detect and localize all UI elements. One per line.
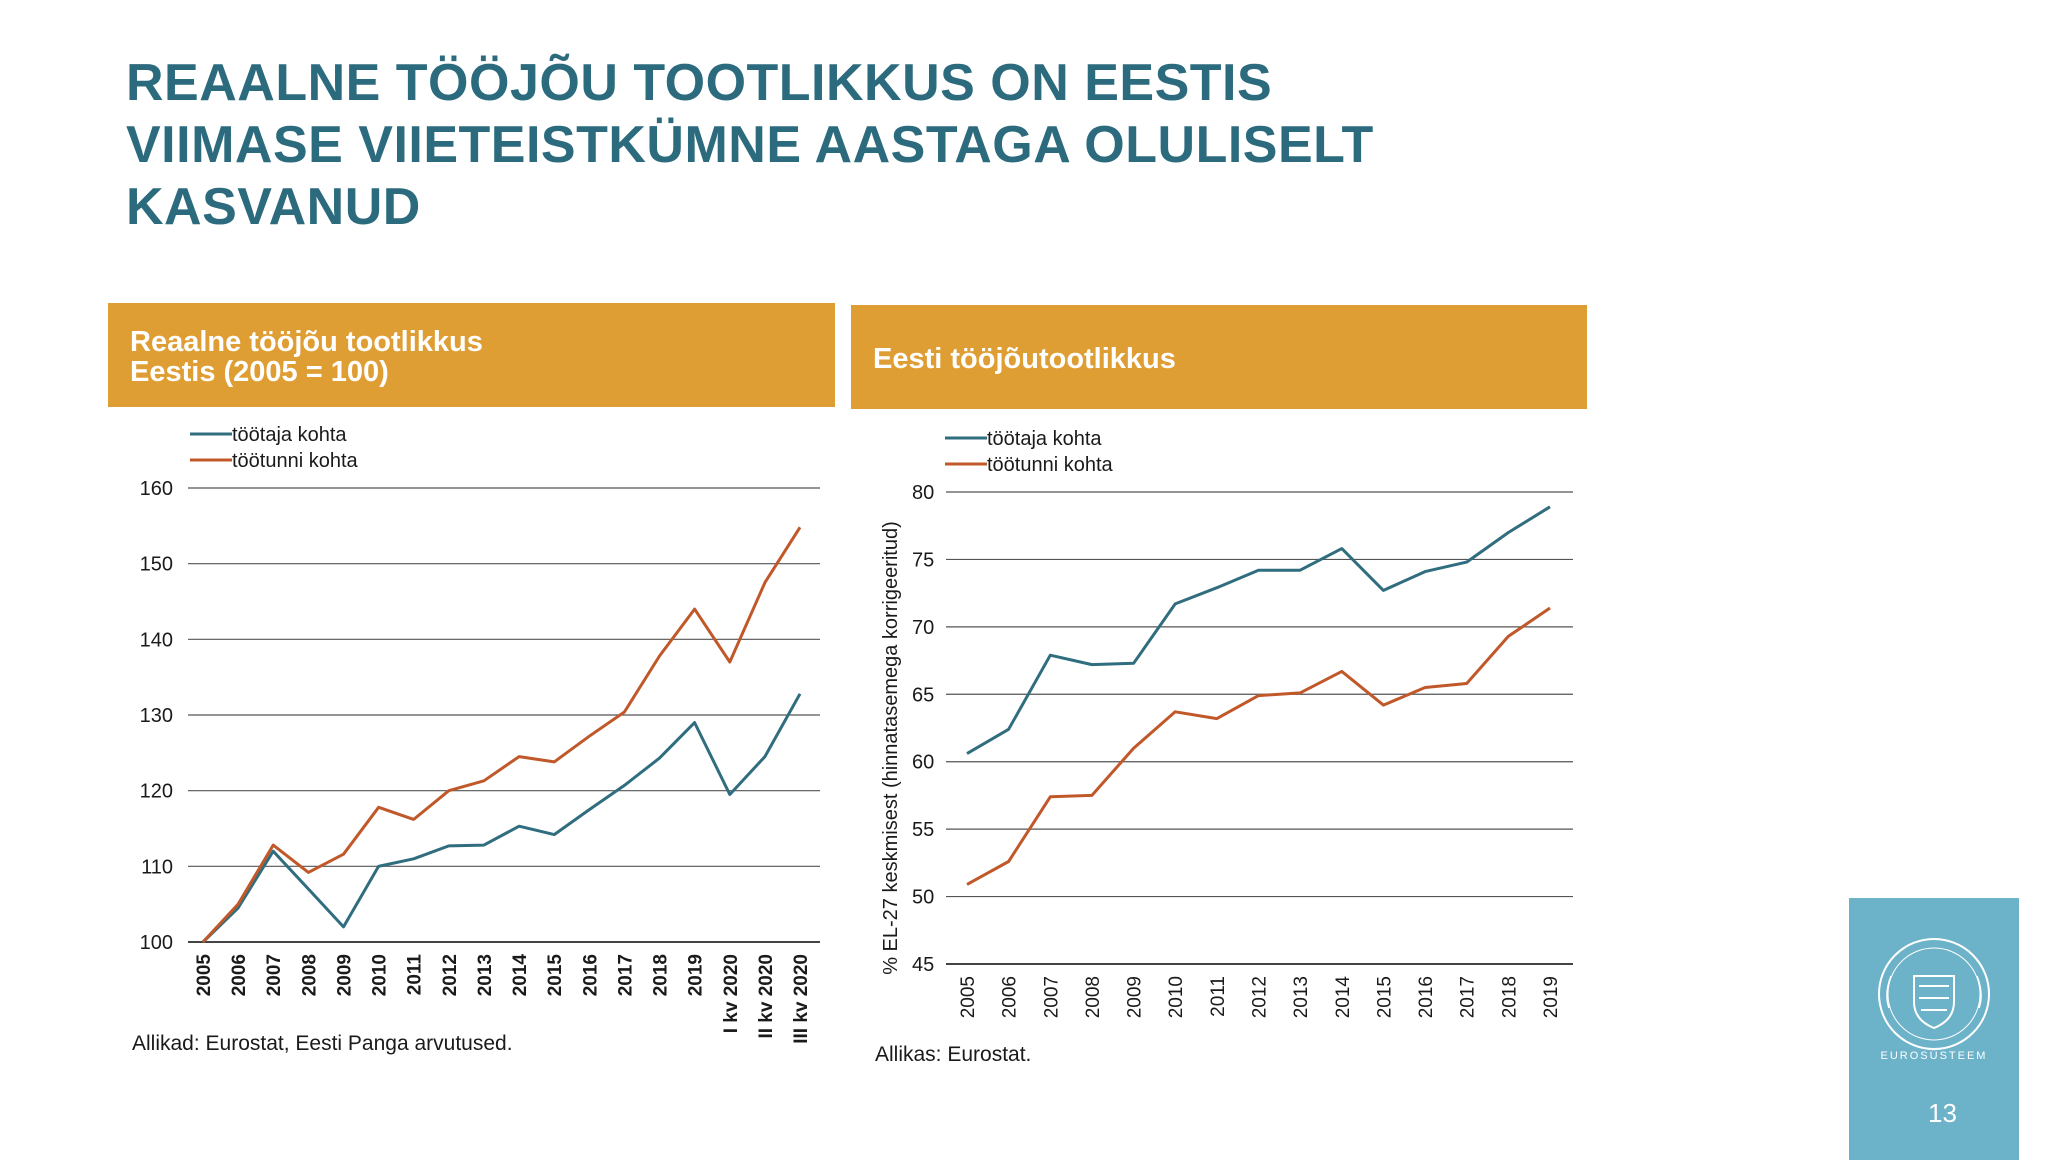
series-line-1	[966, 505, 1551, 755]
y-tick-label: 110	[141, 856, 173, 878]
panel-2-header: Eesti tööjõutootlikkus	[851, 305, 1587, 409]
legend-label: töötaja kohta	[232, 424, 347, 446]
y-tick-label: 75	[912, 549, 934, 571]
panel-1-header-line-2: Eestis (2005 = 100)	[130, 356, 389, 388]
series-line-2	[201, 526, 802, 944]
x-tick-label: 2007	[1041, 976, 1062, 1018]
y-tick-label: 70	[912, 617, 934, 639]
x-tick-label: 2006	[1000, 976, 1021, 1018]
y-axis-label: % EL-27 keskmisest (hinnatasemega korrig…	[880, 521, 902, 975]
y-tick-label: 65	[912, 684, 934, 706]
x-tick-label: I kv 2020	[721, 954, 742, 1033]
y-tick-label: 45	[912, 954, 934, 976]
y-tick-label: 80	[912, 482, 934, 504]
y-tick-label: 50	[912, 887, 934, 909]
title-line-2: VIIMASE VIIETEISTKÜMNE AASTAGA OLULISELT	[126, 116, 1374, 174]
x-tick-label: 2009	[334, 954, 355, 996]
x-tick-label: 2008	[299, 954, 320, 996]
series-line-2	[966, 606, 1551, 886]
x-tick-label: 2013	[475, 954, 496, 996]
x-tick-label: 2015	[1374, 976, 1395, 1018]
x-tick-label: 2017	[1458, 976, 1479, 1018]
legend-label: töötunni kohta	[987, 454, 1114, 476]
x-tick-label: 2011	[405, 954, 426, 996]
title-line-1: REAALNE TÖÖJÕU TOOTLIKKUS ON EESTIS	[126, 54, 1273, 112]
y-tick-label: 150	[140, 554, 173, 576]
y-tick-label: 120	[140, 781, 173, 803]
eurosystem-caption: EUROSÜSTEEM	[1880, 1050, 1988, 1062]
x-tick-label: 2018	[651, 954, 672, 996]
x-tick-label: 2005	[958, 976, 979, 1018]
page-number: 13	[1928, 1098, 1957, 1128]
x-tick-label: 2007	[264, 954, 285, 996]
x-tick-label: 2013	[1291, 976, 1312, 1018]
x-tick-label: 2006	[229, 954, 250, 996]
panel-1-header: Reaalne tööjõu tootlikkus Eestis (2005 =…	[108, 303, 835, 407]
y-tick-label: 140	[140, 629, 173, 651]
panel-1-source: Allikad: Eurostat, Eesti Panga arvutused…	[132, 1032, 513, 1055]
x-tick-label: 2009	[1125, 976, 1146, 1018]
panel-2-header-line-1: Eesti tööjõutootlikkus	[873, 343, 1176, 375]
x-tick-label: 2014	[510, 954, 531, 997]
panel-1-header-line-1: Reaalne tööjõu tootlikkus	[130, 326, 483, 358]
x-tick-label: 2005	[194, 954, 215, 997]
eesti-pank-logo-box	[1849, 898, 2019, 1160]
x-tick-label: 2015	[545, 954, 566, 997]
x-tick-label: II kv 2020	[756, 954, 777, 1039]
x-tick-label: 2017	[615, 954, 636, 996]
x-tick-label: 2019	[1541, 976, 1562, 1018]
eesti-pank-seal-icon	[1878, 938, 1990, 1050]
chart-1-productivity-index: 100 110 120 130 140 150 160 2005 2006 2007 2008 200…	[140, 424, 820, 1044]
x-tick-label: 2012	[440, 954, 461, 996]
chart-2-productivity-eu: 45 50 55 60 65 70 75 80 2005 2006 2007 2008 2009 2010…	[880, 428, 1573, 1019]
y-tick-label: 60	[912, 752, 934, 774]
panel-2-source: Allikas: Eurostat.	[875, 1043, 1032, 1066]
x-tick-label: 2010	[1166, 976, 1187, 1018]
x-tick-label: 2016	[580, 954, 601, 996]
x-tick-label: 2008	[1083, 976, 1104, 1018]
series-line-1	[201, 693, 802, 944]
x-tick-label: III kv 2020	[791, 954, 812, 1044]
y-tick-label: 100	[140, 932, 173, 954]
x-tick-label: 2011	[1208, 976, 1229, 1017]
x-tick-label: 2010	[370, 954, 391, 996]
legend-label: töötaja kohta	[987, 428, 1102, 450]
title-line-3: KASVANUD	[126, 178, 421, 236]
x-tick-label: 2012	[1250, 976, 1271, 1018]
legend-label: töötunni kohta	[232, 450, 359, 472]
x-tick-label: 2016	[1416, 976, 1437, 1018]
y-tick-label: 130	[140, 705, 173, 727]
x-tick-label: 2019	[686, 954, 707, 996]
x-tick-label: 2018	[1499, 976, 1520, 1018]
y-tick-label: 55	[912, 819, 934, 841]
y-tick-label: 160	[140, 478, 173, 500]
x-tick-label: 2014	[1333, 976, 1354, 1019]
slide-title: REAALNE TÖÖJÕU TOOTLIKKUS ON EESTIS VIIM…	[126, 52, 1426, 238]
